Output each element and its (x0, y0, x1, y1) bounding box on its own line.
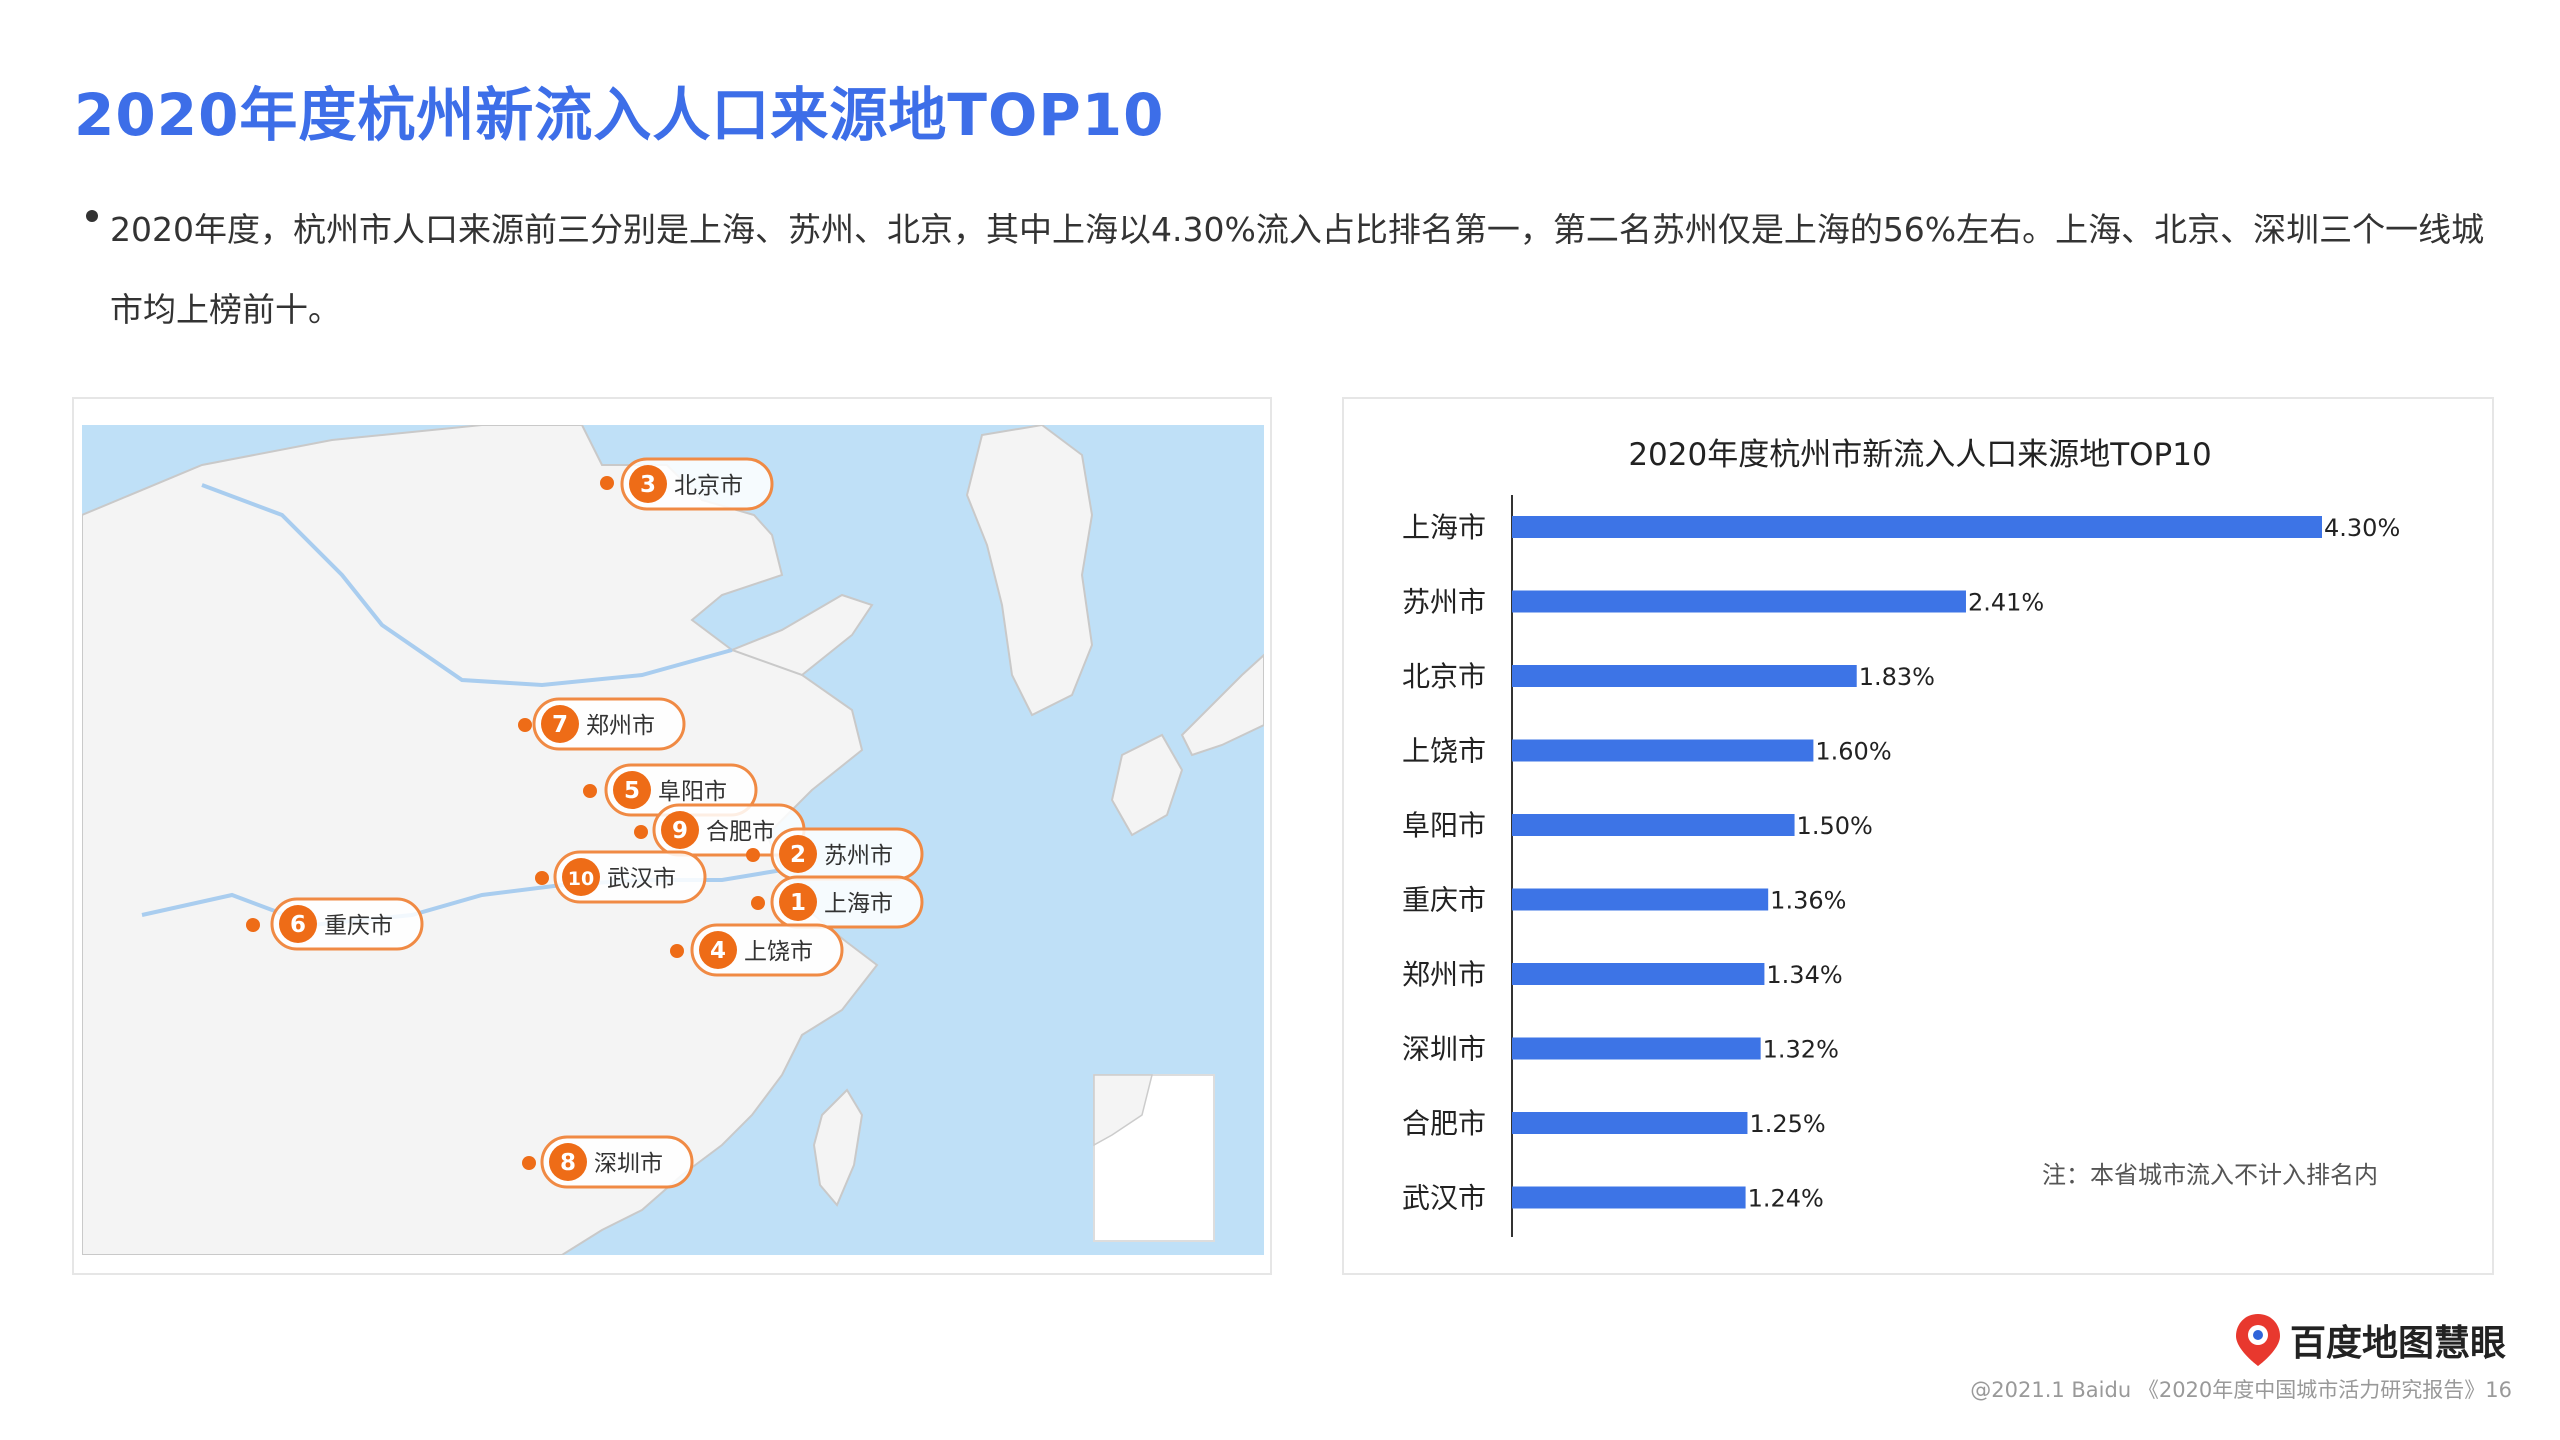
bar (1512, 888, 1769, 911)
value-label: 1.60% (1815, 738, 1891, 766)
city-dot (600, 476, 614, 490)
bar (1512, 963, 1765, 985)
rank-number: 8 (560, 1150, 576, 1176)
chart-title: 2020年度杭州市新流入人口来源地TOP10 (1628, 437, 2211, 473)
bar (1512, 516, 2322, 538)
city-name: 重庆市 (324, 913, 393, 939)
category-label: 上海市 (1402, 511, 1486, 544)
category-label: 深圳市 (1402, 1033, 1486, 1066)
summary-bullet: 2020年度，杭州市人口来源前三分别是上海、苏州、北京，其中上海以4.30%流入… (74, 190, 2514, 350)
value-label: 1.24% (1748, 1185, 1824, 1213)
category-label: 武汉市 (1402, 1182, 1486, 1215)
chart-panel: 2020年度杭州市新流入人口来源地TOP10 上海市 4.30% 苏州市 2.41% 北… (1342, 397, 2494, 1275)
value-label: 2.41% (1968, 589, 2044, 617)
south-sea-inset-land (1093, 1074, 1153, 1147)
bullet-dot (86, 210, 98, 222)
bar (1512, 739, 1814, 762)
city-name: 阜阳市 (658, 779, 727, 805)
page-title: 2020年度杭州新流入人口来源地TOP10 (74, 81, 1165, 149)
city-name: 上饶市 (744, 939, 813, 965)
map-markers: 3 北京市 7 郑州市 5 阜阳市 9 合肥市 2 苏州市 10 武汉市 1 上海市 6 重庆市 4 上饶市 8 深圳… (246, 457, 924, 1189)
china-east-map: 3 北京市 7 郑州市 5 阜阳市 9 合肥市 2 苏州市 10 武汉市 1 上海市 6 重庆市 4 上饶市 8 深圳… (82, 425, 1264, 1255)
category-label: 重庆市 (1402, 884, 1486, 917)
rank-number: 6 (290, 912, 306, 938)
map-pin-icon (2236, 1314, 2280, 1366)
value-label: 4.30% (2324, 514, 2400, 542)
map-panel: 3 北京市 7 郑州市 5 阜阳市 9 合肥市 2 苏州市 10 武汉市 1 上海市 6 重庆市 4 上饶市 8 深圳… (72, 397, 1272, 1275)
rank-badge (699, 931, 737, 969)
rank-badge (549, 1143, 587, 1181)
summary-text: 2020年度，杭州市人口来源前三分别是上海、苏州、北京，其中上海以4.30%流入… (110, 210, 2485, 329)
rank-number: 2 (790, 842, 806, 868)
value-label: 1.32% (1763, 1036, 1839, 1064)
rank-badge (779, 883, 817, 921)
bar (1512, 1186, 1746, 1209)
japan-kyushu (1110, 733, 1184, 837)
bar (1512, 814, 1795, 836)
value-label: 1.36% (1770, 887, 1846, 915)
city-name: 北京市 (674, 473, 743, 499)
city-name: 深圳市 (594, 1151, 663, 1177)
city-name: 郑州市 (586, 713, 655, 739)
rank-badge (779, 835, 817, 873)
rank-badge (629, 465, 667, 503)
city-dot (535, 871, 549, 885)
city-dot (246, 918, 260, 932)
bar (1512, 1037, 1761, 1060)
rank-number: 1 (790, 890, 806, 916)
city-name: 武汉市 (607, 866, 676, 892)
brand-logo: 百度地图慧眼 (2232, 1312, 2506, 1368)
bars-group: 上海市 4.30% 苏州市 2.41% 北京市 1.83% 上饶市 1.60% 阜阳市 1.50%… (1402, 511, 2400, 1215)
bar-chart: 2020年度杭州市新流入人口来源地TOP10 上海市 4.30% 苏州市 2.41% 北… (1402, 437, 2400, 1237)
rank-number: 4 (710, 938, 726, 964)
footer-credit: @2021.1 Baidu 《2020年度中国城市活力研究报告》16 (1970, 1378, 2512, 1402)
rank-badge (562, 858, 600, 896)
category-label: 阜阳市 (1402, 809, 1486, 842)
city-dot (746, 848, 760, 862)
rank-number: 7 (552, 712, 568, 738)
japan-honshu (1180, 653, 1264, 757)
shandong-peninsula (729, 593, 874, 677)
category-label: 上饶市 (1402, 735, 1486, 768)
chart-note: 注：本省城市流入不计入排名内 (2042, 1161, 2378, 1189)
rank-number: 5 (624, 778, 640, 804)
value-label: 1.50% (1797, 812, 1873, 840)
south-sea-inset (1093, 1074, 1215, 1242)
value-label: 1.34% (1766, 961, 1842, 989)
category-label: 合肥市 (1402, 1107, 1486, 1140)
bar (1512, 665, 1857, 687)
city-dot (751, 896, 765, 910)
value-label: 1.83% (1859, 663, 1935, 691)
rank-badge (613, 771, 651, 809)
rank-badge (541, 705, 579, 743)
city-dot (522, 1156, 536, 1170)
value-label: 1.25% (1749, 1110, 1825, 1138)
category-label: 苏州市 (1402, 586, 1486, 619)
city-name: 上海市 (824, 891, 893, 917)
rank-number: 3 (640, 472, 656, 498)
city-dot (634, 825, 648, 839)
city-name: 苏州市 (824, 843, 893, 869)
category-label: 郑州市 (1402, 958, 1486, 991)
yellow-river (201, 483, 733, 688)
rank-number: 10 (568, 868, 594, 890)
city-dot (518, 718, 532, 732)
rank-badge (279, 905, 317, 943)
taiwan-island (812, 1088, 864, 1207)
city-dot (583, 784, 597, 798)
bar (1512, 1112, 1748, 1134)
rank-badge (661, 811, 699, 849)
korean-peninsula (965, 425, 1094, 717)
city-dot (670, 944, 684, 958)
rank-number: 9 (672, 818, 688, 844)
bar (1512, 590, 1966, 613)
category-label: 北京市 (1402, 660, 1486, 693)
brand-name: 百度地图慧眼 (2290, 1323, 2507, 1364)
city-name: 合肥市 (706, 819, 775, 845)
